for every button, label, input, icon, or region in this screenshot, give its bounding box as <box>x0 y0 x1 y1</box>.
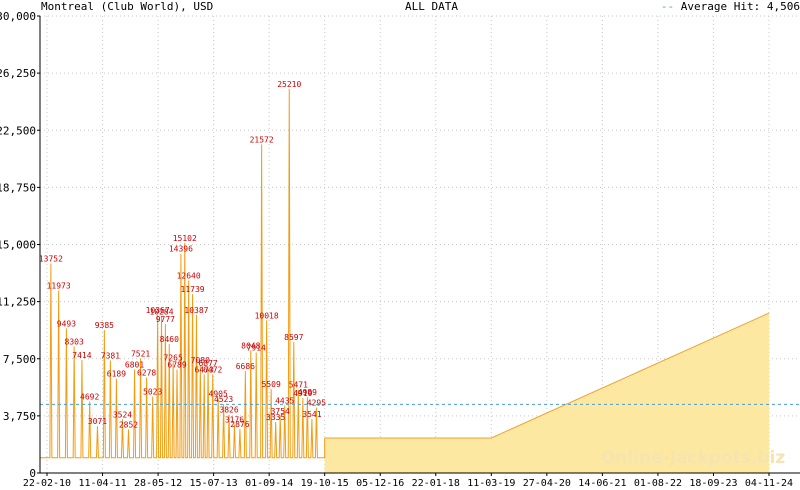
y-tick-label: 3,750 <box>3 410 36 423</box>
x-tick-label: 14-06-21 <box>578 478 626 489</box>
hit-label: 10387 <box>184 306 208 315</box>
hit-label: 6686 <box>236 362 255 371</box>
x-tick-label: 01-08-22 <box>634 478 682 489</box>
hit-series-line <box>40 88 326 459</box>
hit-label: 21572 <box>250 135 274 144</box>
average-legend: -- Average Hit: 4,506 <box>661 0 800 14</box>
hit-label: 11973 <box>47 282 71 291</box>
hit-labels: 13752 11973 9493 8303 7414 4692 3071 9385 7381 61… <box>39 80 326 430</box>
hit-label: 8597 <box>284 333 303 342</box>
average-legend-value: 4,506 <box>766 0 800 13</box>
watermark: Online-Jackpots.biz <box>601 448 786 468</box>
hit-label: 7414 <box>72 351 91 360</box>
hit-label: 3541 <box>302 410 321 419</box>
hit-label: 5023 <box>143 387 162 396</box>
x-tick-label: 11-03-19 <box>467 478 515 489</box>
hit-label: 4905 <box>209 389 228 398</box>
y-tick-label: 0 <box>29 467 36 480</box>
hit-label: 11739 <box>181 285 205 294</box>
hit-label: 4523 <box>214 395 233 404</box>
x-tick-label: 05-12-16 <box>356 478 404 489</box>
hit-label: 12640 <box>177 271 201 280</box>
hit-label: 13752 <box>39 255 63 264</box>
hit-label: 3826 <box>219 406 238 415</box>
hit-label: 6473 <box>195 365 214 374</box>
hit-label: 10284 <box>149 307 173 316</box>
hit-label: 2852 <box>119 421 138 430</box>
chart-header-left: Montreal (Club World), USD <box>41 0 213 14</box>
chart-title: ALL DATA <box>405 0 458 13</box>
hit-label: 7521 <box>131 349 150 358</box>
y-tick-label: 15,000 <box>0 239 36 252</box>
hit-label: 10018 <box>255 311 279 320</box>
x-tick-label: 18-09-23 <box>689 478 737 489</box>
average-legend-label: Average Hit: <box>680 0 767 13</box>
hit-label: 6189 <box>107 370 126 379</box>
y-tick-label: 22,500 <box>0 124 36 137</box>
hit-label: 4919 <box>293 389 312 398</box>
hit-label: 7265 <box>164 353 183 362</box>
hit-label: 8460 <box>160 335 179 344</box>
hit-label: 5471 <box>289 381 308 390</box>
hit-label: 6801 <box>125 360 144 369</box>
x-tick-label: 15-07-13 <box>190 478 238 489</box>
y-axis: 0 3,750 7,500 11,250 15,000 18,750 22,500 26,25… <box>0 10 41 480</box>
x-tick-label: 22-02-10 <box>23 478 71 489</box>
x-tick-label: 28-05-12 <box>134 478 182 489</box>
hit-label: 9777 <box>156 315 175 324</box>
x-tick-label: 22-01-18 <box>412 478 460 489</box>
hit-label: 5509 <box>262 380 281 389</box>
x-axis: 22-02-10 11-04-11 28-05-12 15-07-13 01-09-14… <box>23 472 800 489</box>
hit-label: 3335 <box>266 413 285 422</box>
y-tick-label: 26,250 <box>0 67 36 80</box>
x-tick-label: 01-09-14 <box>245 478 293 489</box>
hit-label: 6789 <box>167 361 186 370</box>
y-tick-label: 7,500 <box>3 353 36 366</box>
hit-label: 7381 <box>101 352 120 361</box>
y-tick-label: 30,000 <box>0 10 36 23</box>
trend-area <box>324 312 770 473</box>
hit-label: 3176 <box>225 416 244 425</box>
hit-label: 3754 <box>271 407 290 416</box>
hit-label: 7080 <box>191 356 210 365</box>
hit-label: 4435 <box>275 396 294 405</box>
trend-area-fill <box>324 313 769 473</box>
hit-label: 4295 <box>307 399 326 408</box>
hit-label: 8048 <box>241 341 260 350</box>
average-legend-swatch: -- <box>660 0 681 13</box>
x-tick-label: 04-11-24 <box>745 478 793 489</box>
hit-label: 6877 <box>198 359 217 368</box>
hit-label: 3071 <box>88 417 107 426</box>
hit-label: 4989 <box>298 388 317 397</box>
hit-label: 2876 <box>230 420 249 429</box>
y-tick-label: 11,250 <box>0 296 36 309</box>
hit-label: 25210 <box>277 80 301 89</box>
y-tick-label: 18,750 <box>0 181 36 194</box>
trend-area-edge <box>324 312 770 439</box>
x-tick-label: 19-10-15 <box>301 478 349 489</box>
hit-label: 8303 <box>65 338 84 347</box>
hit-label: 15102 <box>173 234 197 243</box>
chart-header-center: ALL DATA <box>405 0 458 14</box>
hit-label: 4692 <box>80 393 99 402</box>
hit-label: 3524 <box>113 410 132 419</box>
hit-label: 14396 <box>169 245 193 254</box>
hit-label: 6278 <box>137 368 156 377</box>
hit-spikes <box>40 88 326 459</box>
x-tick-label: 11-04-11 <box>78 478 126 489</box>
hit-label: 7914 <box>247 343 266 352</box>
hit-label: 9493 <box>57 319 76 328</box>
chart-subject: Montreal (Club World), USD <box>41 0 214 13</box>
hit-label: 9385 <box>95 321 114 330</box>
hit-label: 6472 <box>203 365 222 374</box>
x-tick-label: 27-04-20 <box>523 478 571 489</box>
hit-label: 10367 <box>146 306 170 315</box>
